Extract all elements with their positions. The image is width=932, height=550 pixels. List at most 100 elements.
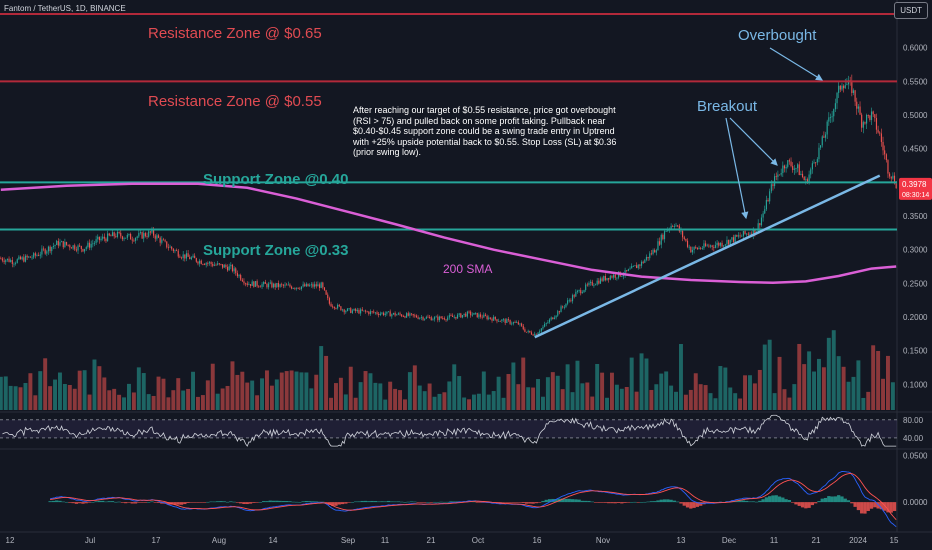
- macd-tick-label: 0.0000: [903, 498, 928, 507]
- macd-histogram-bar: [547, 499, 552, 503]
- candle-body: [473, 312, 475, 315]
- macd-histogram-bar: [886, 502, 890, 513]
- macd-histogram-bar: [363, 500, 368, 503]
- candle-body: [706, 245, 708, 247]
- volume-bar: [417, 385, 422, 410]
- candle-body: [594, 284, 597, 286]
- candle-body: [652, 249, 654, 255]
- candle-body: [177, 250, 179, 257]
- candle-body: [409, 313, 411, 316]
- candle-body: [33, 253, 35, 258]
- candle-body: [792, 166, 794, 170]
- volume-bar: [191, 371, 196, 410]
- signal-line[interactable]: [50, 472, 897, 520]
- volume-bar: [338, 377, 343, 410]
- candle-body: [197, 261, 199, 264]
- candle-body: [660, 234, 662, 245]
- volume-bar: [885, 355, 890, 410]
- macd-histogram-bar: [574, 499, 578, 503]
- macd-histogram-bar: [258, 502, 263, 503]
- candle-body: [223, 265, 225, 268]
- volume-bar: [13, 386, 18, 410]
- candle-body: [220, 264, 222, 265]
- candle-body: [202, 264, 204, 265]
- trendline[interactable]: [534, 174, 881, 339]
- candle-body: [337, 304, 339, 309]
- price-tick-label: 0.6000: [903, 44, 928, 53]
- macd-histogram-bar: [603, 502, 608, 503]
- macd-histogram-bar: [564, 498, 568, 503]
- candle-body: [47, 246, 50, 252]
- candle-body: [731, 237, 733, 240]
- candle-body: [300, 286, 303, 289]
- macd-histogram-bar: [892, 502, 897, 512]
- candle-body: [703, 243, 705, 249]
- candle-body: [284, 284, 286, 286]
- volume-bar: [28, 373, 33, 410]
- volume-bar: [314, 374, 319, 410]
- candle-body: [203, 264, 206, 265]
- candle-body: [659, 241, 661, 245]
- candle-body: [115, 236, 117, 238]
- macd-histogram-bar: [623, 502, 627, 503]
- candle-body: [616, 277, 618, 279]
- candle-body: [402, 316, 404, 318]
- candle-body: [259, 286, 261, 288]
- macd-histogram-bar: [446, 501, 450, 503]
- candle-body: [686, 240, 689, 247]
- price-tick-label: 0.1000: [903, 380, 928, 389]
- volume-bar: [122, 397, 127, 410]
- candle-body: [639, 264, 641, 266]
- candle-body: [187, 253, 189, 257]
- candle-body: [341, 309, 344, 311]
- candle-body: [458, 313, 460, 315]
- candle-body: [207, 263, 209, 264]
- volume-bar: [747, 375, 752, 410]
- candle-body: [153, 229, 155, 236]
- sma-200-line[interactable]: [0, 182, 897, 284]
- candle-body: [194, 255, 196, 259]
- volume-bar: [752, 383, 757, 410]
- candle-body: [141, 232, 143, 239]
- macd-histogram-bar: [879, 502, 884, 510]
- volume-bar: [600, 372, 605, 410]
- macd-histogram-bar: [117, 501, 121, 503]
- currency-badge[interactable]: USDT: [894, 2, 928, 19]
- candle-body: [167, 247, 169, 249]
- volume-bar: [531, 387, 536, 410]
- candle-body: [123, 238, 125, 240]
- volume-bar: [195, 396, 200, 410]
- candle-body: [609, 276, 611, 280]
- macd-histogram-bar: [800, 502, 805, 508]
- volume-bar: [260, 378, 265, 410]
- macd-histogram-bar: [219, 501, 223, 503]
- candle-body: [345, 311, 347, 313]
- candle-body: [517, 322, 519, 325]
- rsi-line[interactable]: [2, 414, 897, 447]
- candle-body: [116, 231, 119, 237]
- candle-body: [95, 239, 97, 243]
- volume-bar: [585, 382, 590, 410]
- candle-body: [291, 286, 293, 289]
- macd-histogram-bar: [810, 502, 815, 506]
- macd-histogram-bar: [229, 501, 233, 503]
- candle-body: [406, 313, 408, 318]
- candle-body: [893, 175, 896, 184]
- candle-body: [248, 284, 250, 285]
- macd-histogram-bar: [662, 499, 667, 503]
- candle-body: [440, 316, 442, 319]
- candle-body: [596, 280, 598, 285]
- candle-body: [348, 308, 350, 309]
- macd-histogram-bar: [360, 500, 364, 503]
- candle-body: [795, 168, 797, 169]
- macd-histogram-bar: [883, 502, 887, 511]
- candle-body: [872, 111, 874, 115]
- macd-histogram-bar: [541, 500, 545, 503]
- candle-body: [585, 284, 587, 291]
- volume-bar: [772, 393, 777, 410]
- macd-histogram-bar: [439, 501, 443, 503]
- candle-body: [358, 309, 360, 314]
- candle-body: [195, 258, 197, 262]
- candle-body: [613, 274, 615, 278]
